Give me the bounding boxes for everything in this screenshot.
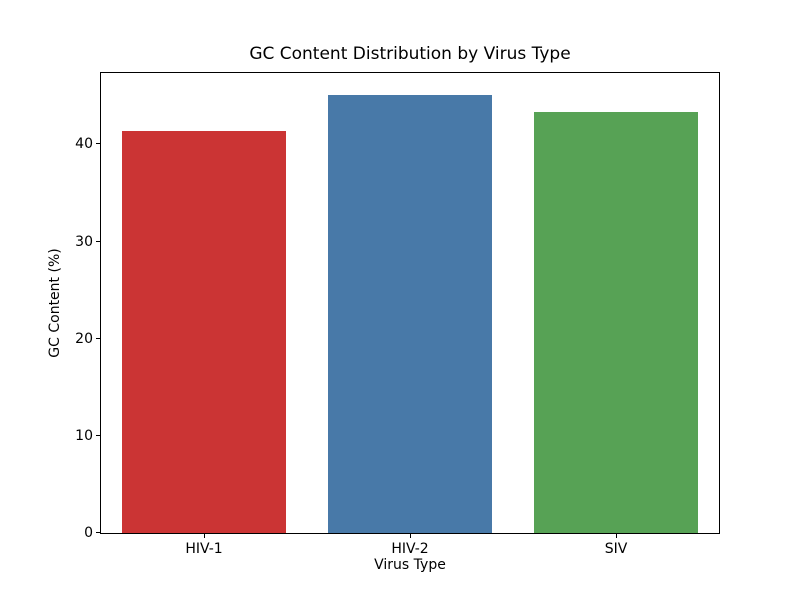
y-tick-label: 0 — [84, 525, 93, 541]
y-tick-label: 20 — [75, 330, 93, 347]
y-tick-mark — [96, 434, 100, 436]
y-tick-mark — [96, 337, 100, 339]
chart-title: GC Content Distribution by Virus Type — [249, 44, 571, 64]
x-tick-label: HIV-2 — [391, 541, 429, 557]
y-tick-label: 40 — [75, 136, 93, 153]
y-tick-mark — [96, 240, 100, 242]
bar-hiv-2 — [327, 94, 493, 533]
bar-siv — [533, 112, 699, 533]
x-tick-mark — [615, 534, 617, 538]
bar-hiv-1 — [121, 130, 287, 533]
x-tick-label: HIV-1 — [185, 541, 223, 557]
y-tick-mark — [96, 143, 100, 145]
y-tick-label: 30 — [75, 233, 93, 250]
y-tick-label: 10 — [75, 427, 93, 444]
y-tick-mark — [96, 532, 100, 533]
x-tick-label: SIV — [604, 541, 628, 557]
plot-area: 0 10 20 30 40 HIV-1 HIV-2 SIV — [75, 72, 720, 556]
x-tick-mark — [203, 534, 205, 538]
x-tick-mark — [409, 534, 411, 538]
x-axis-label: Virus Type — [374, 557, 446, 573]
